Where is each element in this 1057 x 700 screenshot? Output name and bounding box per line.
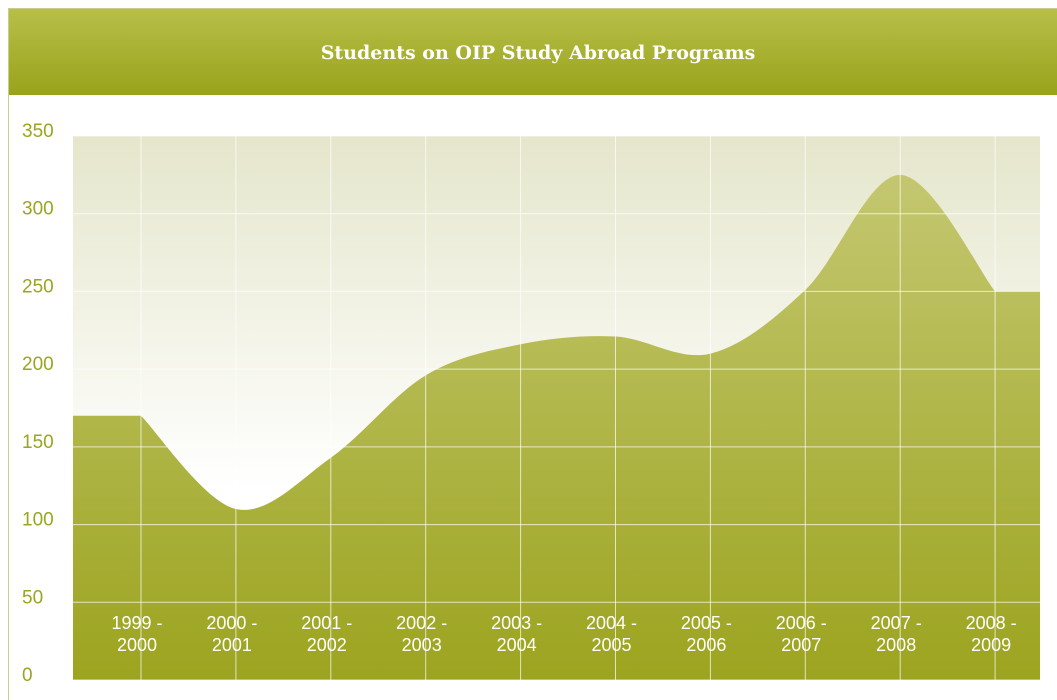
x-tick-label: 2001 - 2002 (301, 613, 353, 655)
x-tick-label: 2004 - 2005 (585, 613, 638, 655)
y-tick-label: 50 (22, 587, 43, 608)
y-tick-label: 100 (22, 510, 54, 531)
chart-title: Students on OIP Study Abroad Programs (321, 42, 756, 64)
y-tick-label: 150 (22, 432, 54, 453)
x-tick-label: 2008 - 2009 (965, 613, 1017, 655)
x-tick-label: 1999 - 2000 (111, 613, 163, 655)
x-tick-label: 2003 - 2004 (491, 613, 543, 655)
x-tick-label: 2005 - 2006 (680, 613, 732, 655)
y-tick-label: 250 (22, 276, 54, 297)
header (9, 9, 1057, 95)
x-tick-label: 2006 - 2007 (775, 613, 827, 655)
y-tick-label: 300 (22, 199, 54, 220)
y-tick-label: 350 (22, 121, 54, 142)
y-tick-label: 200 (22, 354, 54, 375)
area (73, 174, 1040, 680)
x-tick-label: 2007 - 2008 (870, 613, 922, 655)
x-tick-label: 2000 - 2001 (206, 613, 258, 655)
x-tick-label: 2002 - 2003 (396, 613, 448, 655)
y-tick-label: 0 (22, 665, 33, 686)
